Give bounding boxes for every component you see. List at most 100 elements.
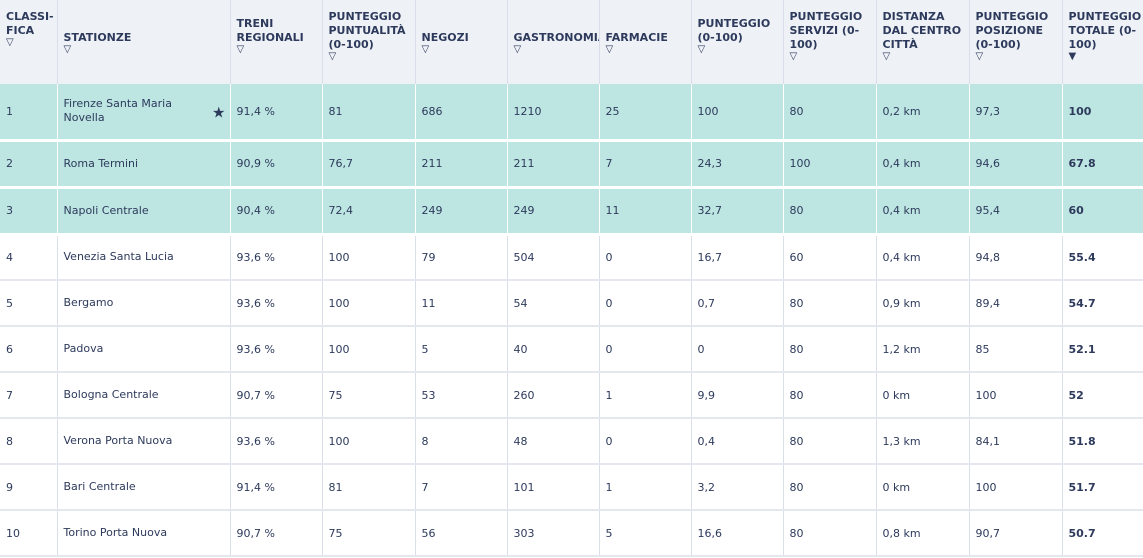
cell-posizione: 90,7 — [969, 510, 1063, 556]
cell-negozi: 53 — [415, 372, 508, 418]
sort-icon[interactable]: ▽ — [328, 51, 337, 62]
table-row[interactable]: 3 Napoli Centrale 90,4 % 72,4 249 249 11 32,7 80… — [0, 187, 1143, 234]
sort-icon[interactable]: ▽ — [697, 44, 706, 55]
header-servizi[interactable]: PUNTEGGIO SERVIZI (0-100) ▽ — [783, 0, 877, 84]
cell-servizi: 80 — [783, 84, 877, 140]
cell-posizione: 97,3 — [969, 84, 1063, 140]
cell-station: Roma Termini — [57, 140, 231, 187]
cell-gastronomia: 260 — [507, 372, 600, 418]
cell-puntualita: 75 — [322, 510, 416, 556]
table-row[interactable]: 9 Bari Centrale 91,4 % 81 7 101 1 3,2 80 0 km 100 5… — [0, 464, 1143, 510]
cell-farmacie: 0 — [599, 280, 692, 326]
cell-posizione: 95,4 — [969, 187, 1063, 234]
sort-icon[interactable]: ▽ — [605, 44, 614, 55]
table-row[interactable]: 7 Bologna Centrale 90,7 % 75 53 260 1 9,9 80 0 km… — [0, 372, 1143, 418]
table-row[interactable]: 10 Torino Porta Nuova 90,7 % 75 56 303 5 16,6 80… — [0, 510, 1143, 556]
header-treni-regionali[interactable]: TRENI REGIONALI ▽ — [230, 0, 323, 84]
cell-totale: 55.4 — [1068, 250, 1096, 264]
cell-servizi: 80 — [783, 464, 877, 510]
table-row[interactable]: 2 Roma Termini 90,9 % 76,7 211 211 7 24,3 100 0,4… — [0, 140, 1143, 187]
header-label: PUNTEGGIO (0-100) — [697, 17, 771, 44]
sort-icon[interactable]: ▽ — [236, 44, 245, 55]
cell-rank: 6 — [0, 326, 58, 372]
cell-totale: 67.8 — [1062, 140, 1143, 187]
header-label: NEGOZI — [421, 31, 469, 44]
cell-negozi: 8 — [415, 418, 508, 464]
cell-farmacie: 0 — [599, 326, 692, 372]
station-name: Firenze Santa Maria Novella — [63, 97, 172, 125]
sort-icon[interactable]: ▽ — [421, 44, 430, 55]
cell-station: Napoli Centrale — [57, 187, 231, 234]
header-puntualita[interactable]: PUNTEGGIO PUNTUALITÀ (0-100) ▽ — [322, 0, 416, 84]
station-name: Bari Centrale — [63, 480, 136, 493]
cell-farmacie: 25 — [599, 84, 692, 140]
header-negozi[interactable]: NEGOZI ▽ — [415, 0, 508, 84]
cell-farmacie: 5 — [599, 510, 692, 556]
cell-treni: 93,6 % — [230, 280, 323, 326]
sort-icon[interactable]: ▽ — [975, 51, 984, 62]
station-name: Napoli Centrale — [63, 203, 149, 217]
sort-icon[interactable]: ▽ — [6, 37, 14, 48]
cell-distanza: 1,2 km — [876, 326, 970, 372]
cell-station: Bologna Centrale — [57, 372, 231, 418]
cell-servizi: 80 — [783, 326, 877, 372]
header-totale[interactable]: PUNTEGGIO TOTALE (0-100) ▼ — [1062, 0, 1143, 84]
table-row[interactable]: 6 Padova 93,6 % 100 5 40 0 0 80 1,2 km 85 52.1 — [0, 326, 1143, 372]
sort-icon[interactable]: ▽ — [789, 51, 798, 62]
cell-negozi: 249 — [415, 187, 508, 234]
header-rank[interactable]: CLASSI-FICA ▽ — [0, 0, 58, 84]
sort-icon[interactable]: ▽ — [513, 44, 522, 55]
header-distanza[interactable]: DISTANZA DAL CENTRO CITTÀ ▽ — [876, 0, 970, 84]
sort-icon[interactable]: ▽ — [882, 51, 891, 62]
cell-puntualita: 100 — [322, 234, 416, 280]
cell-punteggio: 0,7 — [691, 280, 784, 326]
station-name: Padova — [63, 342, 104, 355]
cell-rank: 10 — [0, 510, 58, 556]
sort-active-icon[interactable]: ▼ — [1068, 51, 1077, 62]
cell-puntualita: 100 — [322, 418, 416, 464]
cell-punteggio: 0,4 — [691, 418, 784, 464]
cell-posizione: 94,6 — [969, 140, 1063, 187]
header-gastronomia[interactable]: GASTRONOMIA ▽ — [507, 0, 600, 84]
cell-negozi: 686 — [415, 84, 508, 140]
cell-gastronomia: 40 — [507, 326, 600, 372]
cell-gastronomia: 48 — [507, 418, 600, 464]
cell-distanza: 0,2 km — [876, 84, 970, 140]
cell-negozi: 7 — [415, 464, 508, 510]
cell-treni: 90,4 % — [230, 187, 323, 234]
table-row[interactable]: 1 Firenze Santa Maria Novella ★ 91,4 % 81 686… — [0, 84, 1143, 140]
cell-totale: 52.1 — [1068, 342, 1096, 356]
cell-farmacie: 0 — [599, 418, 692, 464]
cell-station: Bari Centrale — [57, 464, 231, 510]
cell-rank: 2 — [0, 140, 58, 187]
cell-farmacie: 7 — [599, 140, 692, 187]
cell-farmacie: 0 — [599, 234, 692, 280]
cell-totale: 51.7 — [1068, 480, 1096, 494]
cell-distanza: 0 km — [876, 372, 970, 418]
star-icon[interactable]: ★ — [212, 103, 226, 122]
cell-distanza: 0,9 km — [876, 280, 970, 326]
cell-puntualita: 100 — [322, 326, 416, 372]
table-row[interactable]: 8 Verona Porta Nuova 93,6 % 100 8 48 0 0,4 80 1,3… — [0, 418, 1143, 464]
header-label: GASTRONOMIA — [513, 31, 599, 44]
header-station[interactable]: STATIONZE ▽ — [57, 0, 231, 84]
cell-station: Bergamo — [57, 280, 231, 326]
station-name: Bergamo — [63, 296, 114, 309]
table-row[interactable]: 4 Venezia Santa Lucia 93,6 % 100 79 504 0 16,7 6… — [0, 234, 1143, 280]
header-label: PUNTEGGIO POSIZIONE (0-100) — [975, 10, 1049, 51]
cell-punteggio: 3,2 — [691, 464, 784, 510]
table-row[interactable]: 5 Bergamo 93,6 % 100 11 54 0 0,7 80 0,9 km 89,4 54.… — [0, 280, 1143, 326]
header-farmacie[interactable]: FARMACIE ▽ — [599, 0, 692, 84]
cell-servizi: 80 — [783, 187, 877, 234]
cell-puntualita: 75 — [322, 372, 416, 418]
cell-posizione: 84,1 — [969, 418, 1063, 464]
sort-icon[interactable]: ▽ — [63, 44, 72, 55]
cell-posizione: 89,4 — [969, 280, 1063, 326]
header-posizione[interactable]: PUNTEGGIO POSIZIONE (0-100) ▽ — [969, 0, 1063, 84]
header-punteggio[interactable]: PUNTEGGIO (0-100) ▽ — [691, 0, 784, 84]
cell-posizione: 94,8 — [969, 234, 1063, 280]
header-label: TRENI REGIONALI — [236, 17, 304, 44]
cell-servizi: 80 — [783, 372, 877, 418]
cell-station: Torino Porta Nuova — [57, 510, 231, 556]
cell-negozi: 79 — [415, 234, 508, 280]
